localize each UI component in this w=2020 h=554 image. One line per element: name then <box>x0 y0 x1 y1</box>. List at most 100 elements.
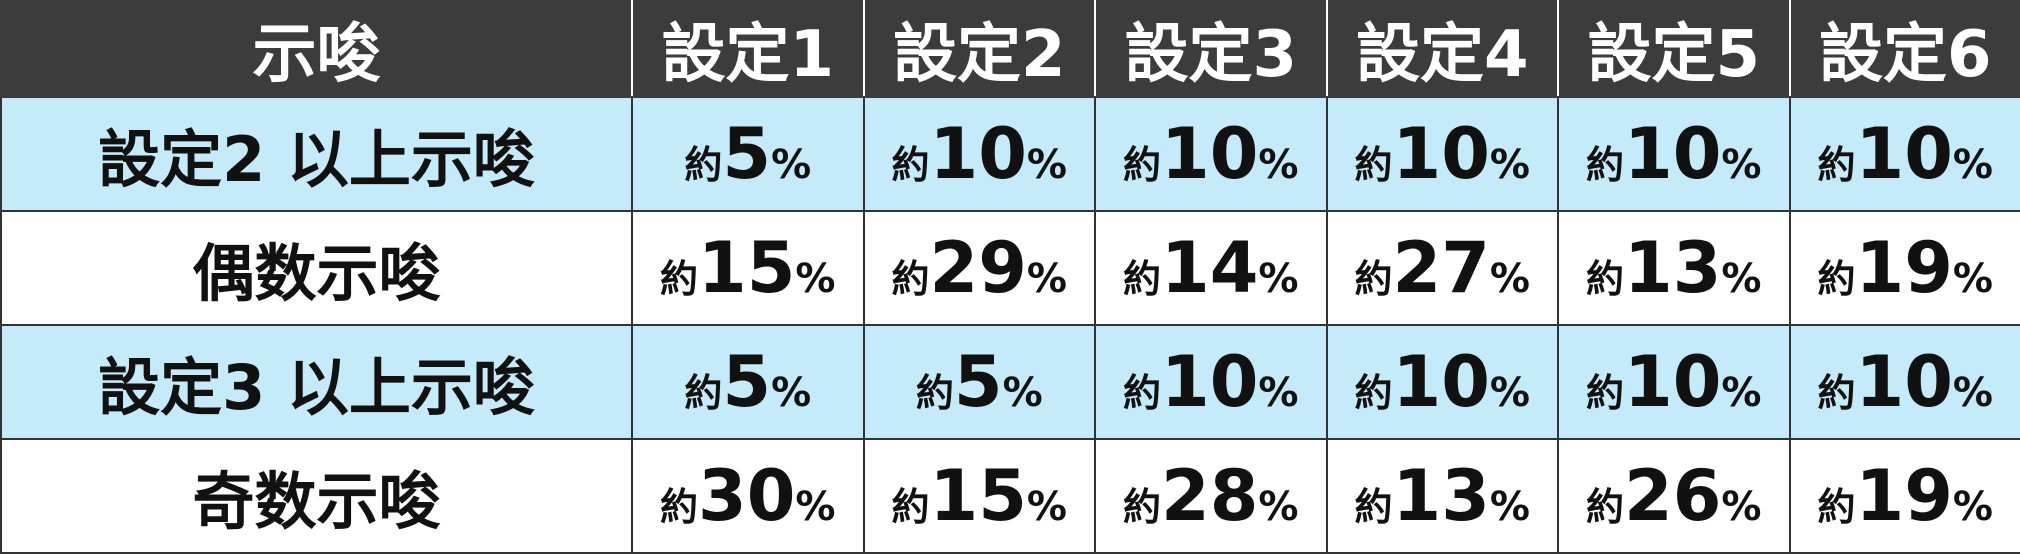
probability-cell-setting-6: 約19% <box>1790 211 2020 325</box>
probability-value: 10 <box>930 113 1027 195</box>
percent-sign: % <box>1003 370 1043 416</box>
percent-sign: % <box>1027 484 1067 530</box>
approx-prefix: 約 <box>1586 485 1624 529</box>
percent-sign: % <box>1721 484 1761 530</box>
probability-cell-setting-1: 約5% <box>632 97 864 211</box>
approx-prefix: 約 <box>660 485 698 529</box>
probability-cell-setting-4: 約13% <box>1327 439 1559 553</box>
percent-sign: % <box>1027 256 1067 302</box>
percent-sign: % <box>1258 142 1298 188</box>
probability-cell-setting-4: 約10% <box>1327 325 1559 439</box>
approx-prefix: 約 <box>1354 371 1392 415</box>
probability-cell-setting-6: 約10% <box>1790 97 2020 211</box>
probability-cell-setting-2: 約15% <box>864 439 1096 553</box>
probability-value: 29 <box>930 227 1027 309</box>
table-row: 奇数示唆約30%約15%約28%約13%約26%約19% <box>1 439 2020 553</box>
header-setting-4: 設定4 <box>1327 1 1559 97</box>
percent-sign: % <box>1953 256 1993 302</box>
table-row: 設定2 以上示唆約5%約10%約10%約10%約10%約10% <box>1 97 2020 211</box>
probability-value: 10 <box>1161 341 1258 423</box>
table-row: 設定3 以上示唆約5%約5%約10%約10%約10%約10% <box>1 325 2020 439</box>
probability-cell-setting-6: 約19% <box>1790 439 2020 553</box>
approx-prefix: 約 <box>1354 143 1392 187</box>
approx-prefix: 約 <box>891 257 929 301</box>
probability-value: 10 <box>1161 113 1258 195</box>
approx-prefix: 約 <box>1817 371 1855 415</box>
approx-prefix: 約 <box>1354 485 1392 529</box>
percent-sign: % <box>1490 142 1530 188</box>
header-hint-label: 示唆 <box>1 1 632 97</box>
approx-prefix: 約 <box>1586 371 1624 415</box>
probability-value: 19 <box>1856 455 1953 537</box>
probability-value: 14 <box>1161 227 1258 309</box>
probability-cell-setting-4: 約27% <box>1327 211 1559 325</box>
probability-value: 13 <box>1624 227 1721 309</box>
percent-sign: % <box>1953 142 1993 188</box>
approx-prefix: 約 <box>1817 257 1855 301</box>
row-label: 偶数示唆 <box>1 211 632 325</box>
probability-cell-setting-3: 約10% <box>1095 325 1327 439</box>
percent-sign: % <box>1721 142 1761 188</box>
probability-cell-setting-2: 約5% <box>864 325 1096 439</box>
probability-value: 19 <box>1856 227 1953 309</box>
approx-prefix: 約 <box>1586 143 1624 187</box>
probability-cell-setting-5: 約10% <box>1558 97 1790 211</box>
approx-prefix: 約 <box>660 257 698 301</box>
percent-sign: % <box>1721 370 1761 416</box>
percent-sign: % <box>1258 484 1298 530</box>
percent-sign: % <box>1490 256 1530 302</box>
probability-value: 10 <box>1624 113 1721 195</box>
approx-prefix: 約 <box>1123 371 1161 415</box>
row-label: 設定3 以上示唆 <box>1 325 632 439</box>
percent-sign: % <box>771 142 811 188</box>
approx-prefix: 約 <box>1354 257 1392 301</box>
percent-sign: % <box>771 370 811 416</box>
percent-sign: % <box>1721 256 1761 302</box>
percent-sign: % <box>1258 370 1298 416</box>
probability-value: 30 <box>698 455 795 537</box>
probability-cell-setting-5: 約10% <box>1558 325 1790 439</box>
header-setting-2: 設定2 <box>864 1 1096 97</box>
percent-sign: % <box>1490 370 1530 416</box>
header-setting-3: 設定3 <box>1095 1 1327 97</box>
probability-cell-setting-3: 約10% <box>1095 97 1327 211</box>
percent-sign: % <box>1490 484 1530 530</box>
probability-cell-setting-1: 約30% <box>632 439 864 553</box>
probability-cell-setting-6: 約10% <box>1790 325 2020 439</box>
probability-value: 5 <box>722 341 771 423</box>
approx-prefix: 約 <box>1123 485 1161 529</box>
probability-value: 26 <box>1624 455 1721 537</box>
header-setting-5: 設定5 <box>1558 1 1790 97</box>
approx-prefix: 約 <box>1586 257 1624 301</box>
header-setting-6: 設定6 <box>1790 1 2020 97</box>
probability-cell-setting-5: 約13% <box>1558 211 1790 325</box>
percent-sign: % <box>1953 370 1993 416</box>
approx-prefix: 約 <box>1817 485 1855 529</box>
percent-sign: % <box>1953 484 1993 530</box>
probability-cell-setting-1: 約15% <box>632 211 864 325</box>
percent-sign: % <box>795 484 835 530</box>
probability-value: 5 <box>722 113 771 195</box>
table-row: 偶数示唆約15%約29%約14%約27%約13%約19% <box>1 211 2020 325</box>
probability-value: 10 <box>1856 113 1953 195</box>
approx-prefix: 約 <box>891 485 929 529</box>
probability-value: 13 <box>1393 455 1490 537</box>
probability-value: 15 <box>698 227 795 309</box>
probability-value: 10 <box>1624 341 1721 423</box>
row-label: 奇数示唆 <box>1 439 632 553</box>
probability-value: 5 <box>954 341 1003 423</box>
header-setting-1: 設定1 <box>632 1 864 97</box>
approx-prefix: 約 <box>684 371 722 415</box>
probability-value: 15 <box>930 455 1027 537</box>
header-row: 示唆 設定1 設定2 設定3 設定4 設定5 設定6 <box>1 1 2020 97</box>
probability-cell-setting-1: 約5% <box>632 325 864 439</box>
probability-value: 28 <box>1161 455 1258 537</box>
probability-cell-setting-5: 約26% <box>1558 439 1790 553</box>
approx-prefix: 約 <box>891 143 929 187</box>
probability-cell-setting-3: 約28% <box>1095 439 1327 553</box>
percent-sign: % <box>795 256 835 302</box>
row-label: 設定2 以上示唆 <box>1 97 632 211</box>
probability-cell-setting-4: 約10% <box>1327 97 1559 211</box>
approx-prefix: 約 <box>1123 143 1161 187</box>
